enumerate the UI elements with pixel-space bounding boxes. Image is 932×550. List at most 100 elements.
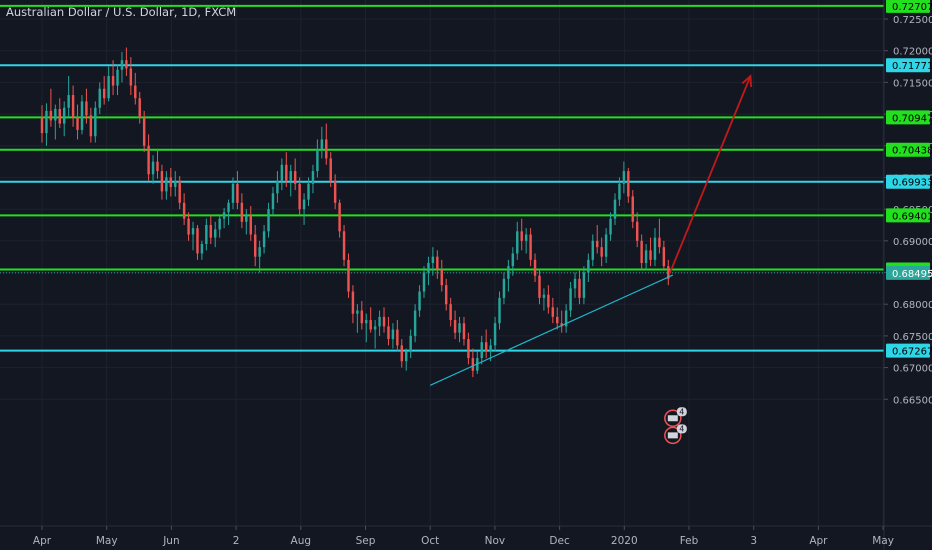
candle-body-up: [231, 183, 235, 203]
candle-body-down: [440, 269, 443, 286]
candle-body-up: [67, 95, 70, 108]
candle-body-up: [622, 171, 626, 184]
candle-body-up: [200, 243, 204, 254]
candle-body-down: [471, 358, 475, 371]
candle-body-up: [378, 316, 381, 327]
candle-body-up: [222, 212, 226, 219]
candle-body-up: [267, 209, 270, 232]
candle-body-up: [62, 107, 66, 124]
candle-body-down: [138, 98, 141, 118]
candle-body-down: [529, 234, 532, 260]
time-tick-label: Nov: [485, 535, 506, 547]
candle-body-up: [524, 234, 528, 241]
candle-body-up: [151, 161, 155, 175]
time-tick-label: Aug: [291, 535, 312, 547]
candle-body-down: [560, 323, 563, 327]
level-price-tag: [886, 343, 930, 358]
candle-body-down: [635, 221, 639, 241]
time-tick-label: Jun: [162, 535, 179, 547]
candle-body-down: [40, 117, 44, 134]
time-tick-label: Feb: [680, 535, 699, 547]
candle-body-up: [280, 164, 284, 181]
candle-body-up: [431, 256, 435, 263]
price-tick-label: 0.72500: [893, 15, 932, 26]
candle-body-down: [556, 316, 559, 324]
price-tick-label: 0.69000: [893, 237, 932, 248]
candle-body-down: [187, 218, 190, 235]
candle-body-down: [129, 68, 133, 86]
candle-body-up: [94, 107, 97, 137]
candle-body-up: [413, 310, 417, 336]
candle-body-down: [547, 294, 550, 308]
candle-body-down: [382, 316, 386, 327]
candle-body-down: [182, 202, 186, 219]
price-tick-label: 0.66500: [893, 395, 932, 406]
time-tick-label: Apr: [809, 535, 828, 547]
event-count-label: 4: [679, 424, 684, 433]
candle-body-up: [258, 247, 261, 257]
candle-body-down: [533, 259, 537, 276]
candle-body-down: [76, 117, 79, 130]
candle-body-up: [262, 231, 266, 248]
candle-body-up: [493, 323, 497, 346]
candle-body-up: [271, 193, 275, 210]
price-tick-label: 0.72000: [893, 47, 932, 58]
candle-body-down: [209, 224, 213, 238]
candle-body-up: [480, 342, 483, 359]
candle-body-up: [276, 180, 279, 194]
candle-body-down: [285, 164, 288, 181]
candle-body-down: [125, 60, 128, 69]
candle-body-down: [658, 237, 661, 248]
candle-body-up: [373, 326, 377, 330]
flag-icon: [667, 415, 678, 422]
candle-body-up: [498, 297, 501, 324]
candle-body-down: [400, 345, 404, 362]
price-tick-label: 0.67000: [893, 364, 932, 375]
level-price-tag: [886, 110, 930, 125]
candle-body-up: [227, 202, 230, 213]
candle-body-up: [116, 69, 119, 86]
candle-body-up: [609, 218, 612, 235]
level-price-label: 0.70947: [892, 113, 932, 124]
time-tick-label: Oct: [421, 535, 439, 547]
candle-body-down: [338, 202, 341, 232]
candle-body-down: [142, 117, 146, 146]
candle-body-down: [538, 275, 541, 298]
candle-body-down: [484, 342, 488, 352]
candle-body-down: [520, 231, 523, 241]
candle-body-down: [596, 240, 599, 248]
candle-body-down: [169, 177, 173, 187]
candle-body-up: [573, 278, 577, 289]
candle-body-down: [627, 171, 630, 197]
time-tick-label: 2020: [611, 535, 638, 547]
candle-body-down: [444, 285, 448, 305]
candle-body-up: [422, 272, 426, 292]
candle-body-up: [604, 234, 608, 257]
candle-body-up: [174, 180, 177, 187]
candle-body-down: [147, 145, 150, 175]
candle-body-down: [329, 158, 332, 181]
price-tick-label: 0.71500: [893, 78, 932, 89]
level-price-tag: [886, 174, 930, 189]
candle-body-up: [316, 148, 319, 172]
candle-body-down: [196, 228, 199, 254]
candle-body-up: [365, 320, 368, 324]
level-price-label: 0.71771: [892, 61, 932, 72]
candle-body-up: [502, 278, 506, 298]
candle-body-down: [178, 180, 181, 203]
candle-body-up: [311, 171, 315, 184]
candle-body-up: [489, 345, 492, 352]
candle-body-up: [418, 291, 421, 311]
candle-body-down: [551, 307, 555, 317]
candle-body-down: [85, 101, 88, 116]
last-price-label: 0.68495: [892, 269, 932, 280]
candles: [40, 47, 670, 378]
candle-body-up: [107, 76, 110, 99]
candle-body-down: [600, 247, 603, 257]
candle-body-up: [98, 88, 101, 108]
candle-body-down: [325, 139, 328, 159]
chart-title: Australian Dollar / U.S. Dollar, 1D, FXC…: [6, 5, 237, 19]
candle-body-down: [236, 183, 239, 203]
